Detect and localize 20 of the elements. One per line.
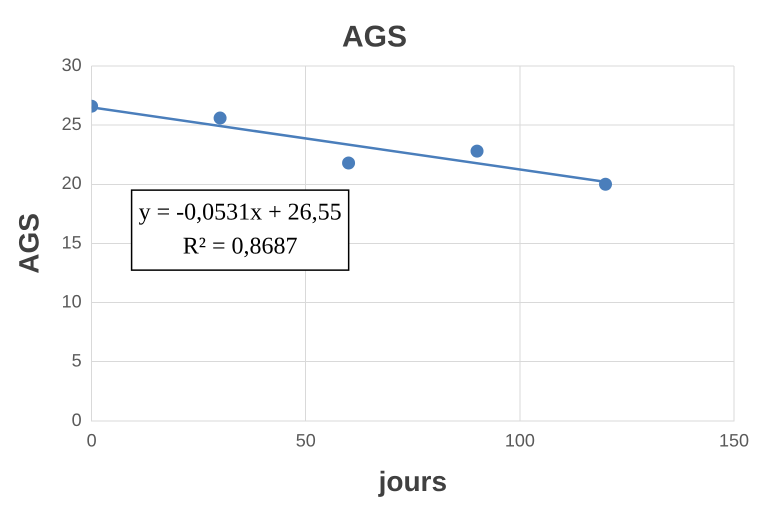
x-tick-label: 100	[504, 430, 535, 451]
annotation: R² = 0,8687	[182, 233, 298, 260]
y-tick-label: 0	[72, 410, 82, 430]
x-tick-label: 0	[86, 430, 97, 451]
y-tick-label: 20	[62, 173, 82, 194]
point	[342, 156, 356, 170]
x-tick-label: 50	[296, 430, 316, 451]
y-tick-label: 25	[62, 114, 82, 134]
y-tick-label: 5	[72, 350, 82, 371]
point	[214, 112, 227, 125]
y-tick-label: 30	[62, 54, 82, 75]
x-tick-label: 150	[718, 430, 750, 451]
y-axis-title: AGS	[14, 213, 45, 274]
y-tick-label: 15	[62, 232, 82, 252]
point	[470, 144, 484, 158]
x-axis-title: jours	[378, 466, 448, 497]
y-tick-label: 10	[62, 292, 82, 312]
chart-title: AGS	[342, 20, 408, 54]
annotation: y = -0,0531x + 26,55	[138, 199, 342, 226]
point	[599, 178, 612, 191]
